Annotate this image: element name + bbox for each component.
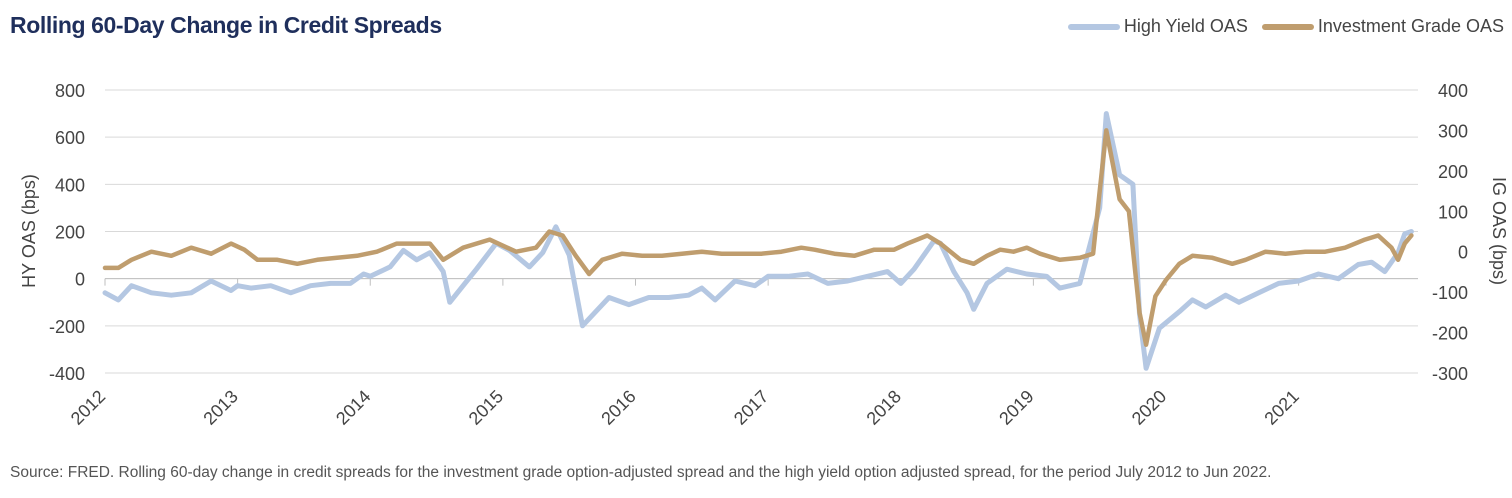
y-right-tick-label: -100 xyxy=(1432,283,1468,303)
legend-swatch-ig xyxy=(1261,23,1314,30)
x-tick-label: 2014 xyxy=(332,386,374,428)
x-tick-label: 2019 xyxy=(995,386,1037,428)
y-axis-right-label: IG OAS (bps) xyxy=(1489,177,1509,285)
x-tick-label: 2015 xyxy=(465,386,507,428)
y-left-tick-label: 400 xyxy=(55,175,85,195)
x-tick-label: 2018 xyxy=(863,386,905,428)
y-left-tick-label: 800 xyxy=(55,81,85,101)
x-tick-label: 2016 xyxy=(597,386,639,428)
legend-item-ig: Investment Grade OAS xyxy=(1261,16,1504,37)
y-axis-left: 800 600 400 200 0 -200 -400 xyxy=(49,81,85,384)
y-right-tick-label: 200 xyxy=(1438,162,1468,182)
chart-title: Rolling 60-Day Change in Credit Spreads xyxy=(10,12,442,38)
x-tick-label: 2017 xyxy=(730,386,772,428)
y-left-tick-label: -200 xyxy=(49,317,85,337)
y-left-tick-label: -400 xyxy=(49,364,85,384)
y-axis-left-label: HY OAS (bps) xyxy=(19,174,39,288)
legend-label-hy: High Yield OAS xyxy=(1123,16,1248,36)
y-right-tick-label: 0 xyxy=(1458,243,1468,263)
y-left-tick-label: 200 xyxy=(55,223,85,243)
y-right-tick-label: 300 xyxy=(1438,121,1468,141)
y-right-tick-label: -300 xyxy=(1432,364,1468,384)
legend-label-ig: Investment Grade OAS xyxy=(1317,16,1504,36)
grid-lines xyxy=(105,89,1418,374)
series-layer xyxy=(102,111,1414,371)
y-right-tick-label: 400 xyxy=(1438,81,1468,101)
x-tick-label: 2021 xyxy=(1260,386,1302,428)
chart-canvas: 800 600 400 200 0 -200 -400 400 300 200 100 0 -100 -… xyxy=(19,81,1509,429)
y-axis-right: 400 300 200 100 0 -100 -200 -300 xyxy=(1432,81,1468,384)
y-right-tick-label: -200 xyxy=(1432,324,1468,344)
chart-legend: High Yield OAS Investment Grade OAS xyxy=(1054,16,1504,37)
legend-swatch-hy xyxy=(1067,23,1120,30)
y-right-tick-label: 100 xyxy=(1438,202,1468,222)
y-left-tick-label: 600 xyxy=(55,128,85,148)
y-left-tick-label: 0 xyxy=(75,270,85,290)
legend-item-hy: High Yield OAS xyxy=(1067,16,1248,37)
x-tick-label: 2013 xyxy=(199,386,241,428)
series-line-investment-grade xyxy=(102,128,1414,347)
series-line-high-yield xyxy=(102,111,1414,371)
x-tick-label: 2012 xyxy=(67,386,109,428)
x-tick-label: 2020 xyxy=(1128,386,1170,428)
source-note: Source: FRED. Rolling 60-day change in c… xyxy=(10,464,1272,481)
